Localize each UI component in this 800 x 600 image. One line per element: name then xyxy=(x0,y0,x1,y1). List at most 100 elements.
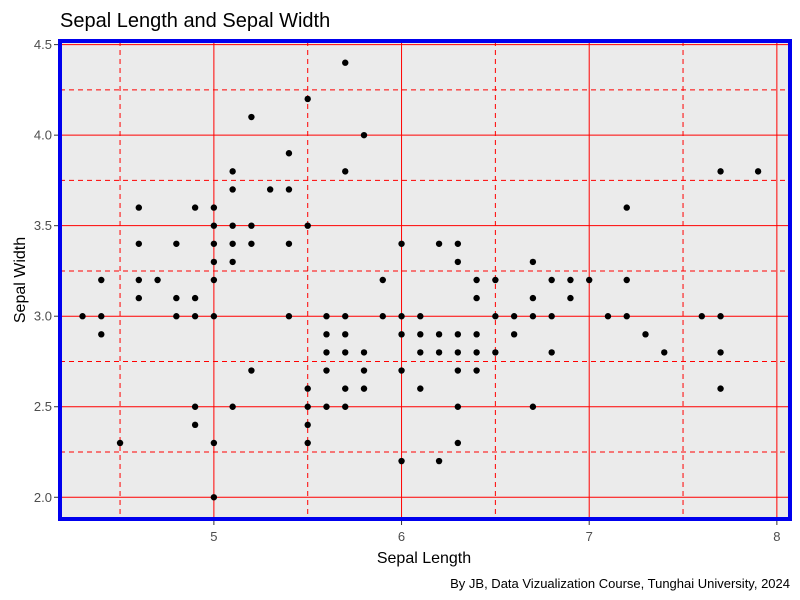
data-point xyxy=(229,186,236,193)
data-point xyxy=(398,240,405,247)
data-point xyxy=(398,367,405,374)
data-point xyxy=(154,276,161,284)
data-point xyxy=(717,349,724,356)
data-point xyxy=(529,313,537,320)
data-point xyxy=(266,186,274,193)
data-point xyxy=(473,294,480,302)
data-point xyxy=(210,276,218,284)
data-point xyxy=(454,439,462,447)
data-point xyxy=(98,331,105,338)
data-point xyxy=(454,258,462,266)
data-point xyxy=(323,331,330,338)
data-point xyxy=(417,331,424,338)
plot-panel xyxy=(60,41,790,519)
data-point xyxy=(191,294,199,302)
data-point xyxy=(623,204,630,211)
y-axis-ticks: 2.0 2.5 3.0 3.5 4.0 4.5 xyxy=(34,37,58,505)
x-axis-ticks: 5 6 7 8 xyxy=(210,521,780,544)
data-point xyxy=(285,313,293,320)
data-point xyxy=(398,457,405,465)
data-point xyxy=(248,222,255,229)
data-point xyxy=(661,349,668,356)
data-point xyxy=(435,240,443,247)
data-point xyxy=(586,276,593,284)
data-point xyxy=(567,294,574,302)
data-point xyxy=(304,95,311,103)
data-point xyxy=(323,403,330,410)
data-point xyxy=(116,439,124,447)
data-point xyxy=(210,439,218,447)
data-point xyxy=(435,331,443,338)
data-point xyxy=(435,457,443,465)
data-point xyxy=(79,313,86,320)
data-point xyxy=(360,349,368,356)
data-point xyxy=(173,294,180,302)
data-point xyxy=(285,186,293,193)
plot-border xyxy=(58,39,792,521)
data-point xyxy=(323,349,330,356)
data-point xyxy=(529,258,537,266)
data-point xyxy=(248,113,255,121)
data-point xyxy=(548,276,555,284)
data-point xyxy=(417,313,424,320)
data-point xyxy=(717,313,724,320)
data-point xyxy=(510,331,518,338)
data-point xyxy=(304,439,311,447)
data-point xyxy=(135,294,143,302)
data-point xyxy=(417,349,424,356)
data-point xyxy=(698,313,705,320)
data-point xyxy=(379,276,386,284)
data-point xyxy=(342,313,349,320)
data-point xyxy=(229,222,236,229)
data-point xyxy=(210,222,218,229)
data-point xyxy=(360,385,368,392)
x-tick-label: 7 xyxy=(586,529,593,544)
data-point xyxy=(454,349,462,356)
data-point xyxy=(191,204,199,211)
data-point xyxy=(435,349,443,356)
data-point xyxy=(342,168,349,175)
y-tick-label: 3.0 xyxy=(34,309,52,324)
data-point xyxy=(360,131,368,139)
data-point xyxy=(210,258,218,266)
data-point xyxy=(623,313,630,320)
data-point xyxy=(454,331,462,338)
data-point xyxy=(398,331,405,338)
data-point xyxy=(360,367,368,374)
data-point xyxy=(229,168,236,175)
data-point xyxy=(454,367,462,374)
data-point xyxy=(98,276,105,284)
data-point xyxy=(173,313,180,320)
data-point xyxy=(548,313,555,320)
data-point xyxy=(342,59,349,66)
data-point xyxy=(454,403,462,410)
data-point xyxy=(342,385,349,392)
data-point xyxy=(717,385,724,392)
data-point xyxy=(548,349,555,356)
data-point xyxy=(642,331,649,338)
data-point xyxy=(323,367,330,374)
data-point xyxy=(248,367,255,374)
y-tick-label: 2.0 xyxy=(34,490,52,505)
data-point xyxy=(173,240,180,247)
data-point xyxy=(304,222,311,229)
data-point xyxy=(623,276,630,284)
chart-caption: By JB, Data Vizualization Course, Tungha… xyxy=(450,576,790,591)
data-point xyxy=(248,240,255,247)
data-point xyxy=(342,349,349,356)
data-point xyxy=(398,313,405,320)
data-point xyxy=(492,313,499,320)
data-point xyxy=(229,258,236,266)
data-point xyxy=(567,276,574,284)
data-point xyxy=(304,421,311,429)
y-axis-label: Sepal Width xyxy=(12,237,29,323)
data-point xyxy=(98,313,105,320)
data-point xyxy=(135,240,143,247)
data-point xyxy=(229,403,236,410)
y-tick-label: 2.5 xyxy=(34,399,52,414)
data-point xyxy=(229,240,236,247)
data-point xyxy=(210,240,218,247)
data-point xyxy=(492,276,499,284)
data-point xyxy=(473,276,480,284)
data-point xyxy=(473,331,480,338)
